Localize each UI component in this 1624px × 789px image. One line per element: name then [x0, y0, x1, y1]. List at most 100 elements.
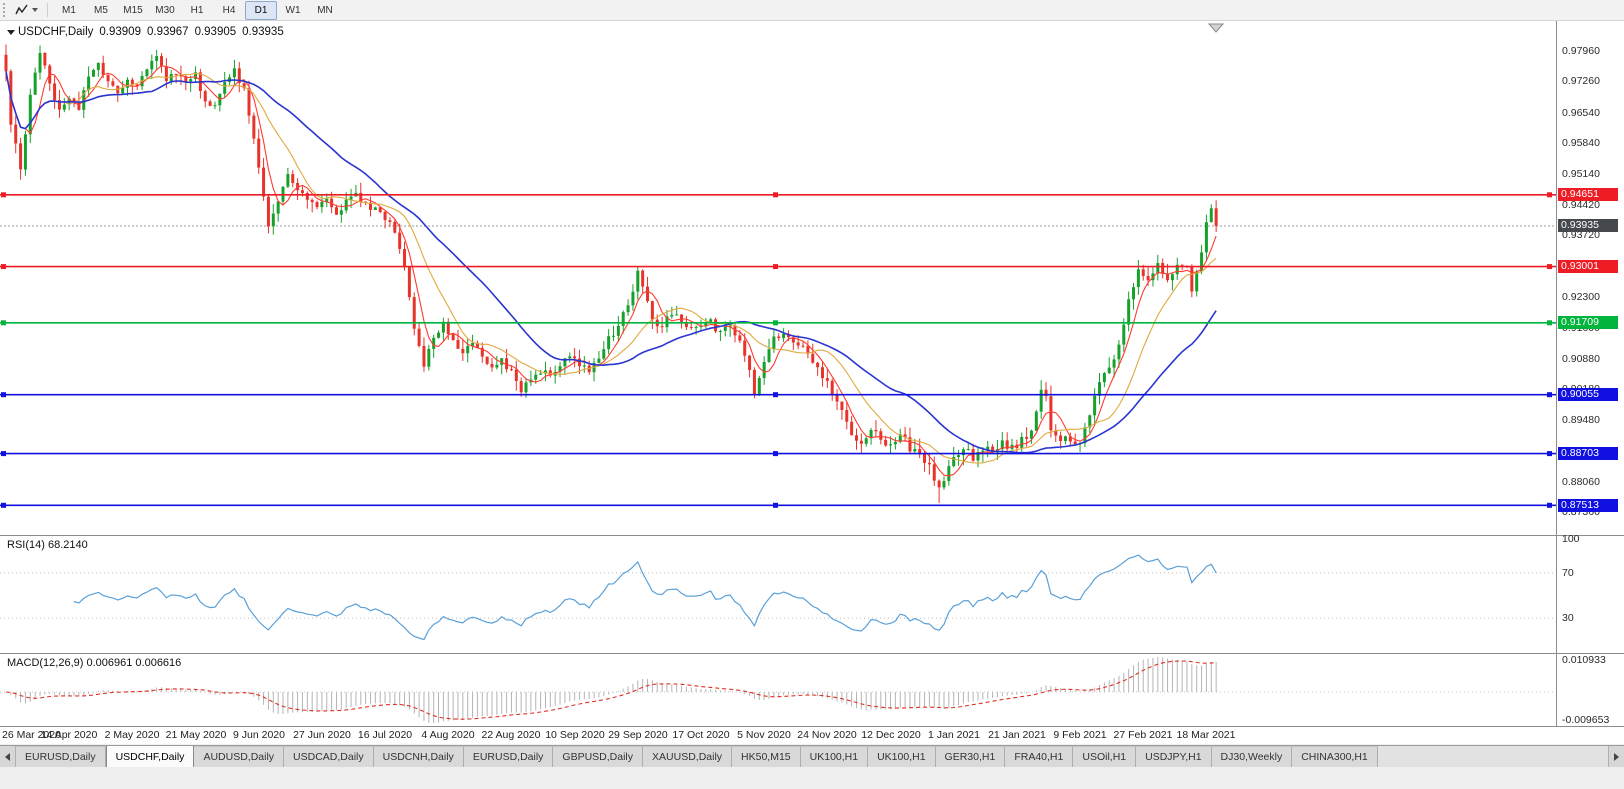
chart-tab-audusd-daily[interactable]: AUDUSD,Daily [194, 746, 285, 767]
tabs-scroll-left-button[interactable] [0, 746, 16, 767]
candle-body [757, 378, 761, 396]
candles-series[interactable] [4, 44, 1218, 503]
date-label: 21 Jan 2021 [988, 729, 1046, 741]
candle-body [612, 335, 615, 337]
line-handle[interactable] [773, 320, 778, 326]
candle-body [38, 53, 42, 73]
candle-body [1166, 273, 1170, 281]
date-label: 12 Dec 2020 [861, 729, 921, 741]
candle-body [388, 220, 392, 222]
line-handle[interactable] [1547, 392, 1552, 398]
chart-tab-xauusd-daily[interactable]: XAUUSD,Daily [643, 746, 733, 767]
candle-body [942, 481, 946, 488]
rsi-line[interactable] [73, 554, 1217, 641]
line-handle[interactable] [1547, 502, 1552, 508]
candle-body [991, 446, 995, 453]
candle-body [864, 438, 868, 444]
candle-body [1044, 389, 1048, 397]
timeframe-button-m1[interactable]: M1 [62, 4, 76, 16]
chart-tab-usoil-h1[interactable]: USOil,H1 [1073, 746, 1137, 767]
line-handle[interactable] [1, 320, 6, 326]
chart-tab-usdjpy-h1[interactable]: USDJPY,H1 [1136, 746, 1212, 767]
timeframe-button-mn[interactable]: MN [317, 4, 333, 16]
candle-body [194, 72, 198, 79]
candle-body [597, 358, 601, 363]
candle-body [582, 365, 586, 367]
candle-body [1059, 435, 1063, 441]
chart-tab-eurusd-daily[interactable]: EURUSD,Daily [463, 746, 554, 767]
chart-tab-gbpusd-daily[interactable]: GBPUSD,Daily [553, 746, 644, 767]
chart-tab-dj30-weekly[interactable]: DJ30,Weekly [1211, 746, 1293, 767]
line-handle[interactable] [1, 451, 6, 457]
time-axis[interactable]: 26 Mar 2020 14 Apr 2020 2 May 2020 21 May 2… [0, 727, 1556, 744]
ohlc-low: 0.93905 [194, 26, 237, 38]
line-handle[interactable] [773, 451, 778, 457]
candle-body [87, 76, 91, 91]
chart-shift-marker[interactable] [1207, 23, 1225, 33]
ma-line-13[interactable] [5, 71, 1217, 464]
line-handle[interactable] [773, 502, 778, 508]
chart-tab-china300-h1[interactable]: CHINA300,H1 [1292, 746, 1378, 767]
line-handle[interactable] [1547, 451, 1552, 457]
chart-tab-ger30-h1[interactable]: GER30,H1 [935, 746, 1006, 767]
timeframe-button-m30[interactable]: M30 [155, 4, 175, 16]
price-axis[interactable]: 0.97960 0.97260 0.96540 0.95840 0.95140 0.944… [1557, 21, 1624, 726]
candle-body [320, 201, 324, 208]
line-handle[interactable] [1, 502, 6, 508]
line-handle[interactable] [773, 192, 778, 198]
chart-tab-uk100-h1[interactable]: UK100,H1 [868, 746, 936, 767]
candle-body [913, 449, 917, 452]
date-label: 27 Feb 2021 [1113, 729, 1173, 741]
chevron-down-icon[interactable] [32, 8, 38, 12]
line-handle[interactable] [1, 264, 6, 270]
candle-body [820, 367, 824, 379]
line-handle[interactable] [1547, 264, 1552, 270]
candle-body [514, 369, 518, 381]
timeframe-button-m5[interactable]: M5 [94, 4, 108, 16]
timeframe-button-m15[interactable]: M15 [123, 4, 143, 16]
timeframe-button-h4[interactable]: H4 [222, 4, 236, 16]
chart-tab-uk100-h1[interactable]: UK100,H1 [800, 746, 869, 767]
line-handle[interactable] [1, 392, 6, 398]
chart-line-icon[interactable] [13, 2, 31, 18]
toolbar-separator [47, 3, 48, 17]
ma-line-5[interactable] [5, 65, 1217, 477]
chart-tab-usdchf-daily[interactable]: USDCHF,Daily [105, 746, 195, 767]
chart-menu-icon[interactable] [7, 29, 15, 35]
chart-tab-hk50-m15[interactable]: HK50,M15 [732, 746, 801, 767]
line-handle[interactable] [773, 392, 778, 398]
chart-tab-eurusd-daily[interactable]: EURUSD,Daily [16, 746, 106, 767]
candle-body [524, 382, 528, 393]
candle-body [383, 212, 387, 221]
candle-body [106, 75, 110, 82]
line-handle[interactable] [1547, 320, 1552, 326]
chart-canvas[interactable] [0, 21, 1556, 744]
line-handle[interactable] [773, 264, 778, 270]
candle-body [563, 358, 567, 367]
pane-separator-main-rsi[interactable] [0, 535, 1624, 536]
candle-body [1049, 396, 1053, 431]
tabs-scroll-right-button[interactable] [1608, 746, 1624, 767]
chart-region: USDCHF,Daily 0.93909 0.93967 0.93905 0.9… [0, 21, 1624, 744]
macd-signal-line[interactable] [5, 660, 1217, 720]
line-handle[interactable] [1547, 192, 1552, 198]
candle-body [480, 347, 484, 357]
candle-body [641, 270, 645, 287]
line-handle[interactable] [1, 192, 6, 198]
timeframe-buttons: M1 M5 M15 M30 H1 H4 D1 W1 MN [53, 0, 341, 20]
chart-tab-usdcad-daily[interactable]: USDCAD,Daily [284, 746, 374, 767]
candle-body [748, 355, 752, 370]
price-axis-label: 0.96540 [1562, 107, 1600, 119]
candle-body [1161, 263, 1165, 274]
toolbar-grip[interactable] [3, 3, 8, 17]
chart-tab-usdcnh-daily[interactable]: USDCNH,Daily [373, 746, 464, 767]
candle-body [121, 87, 125, 94]
candle-body [966, 449, 970, 451]
timeframe-button-w1[interactable]: W1 [285, 4, 301, 16]
pane-separator-rsi-macd[interactable] [0, 653, 1624, 654]
timeframe-button-d1[interactable]: D1 [245, 0, 277, 20]
arrow-right-icon [1614, 752, 1619, 761]
timeframe-button-h1[interactable]: H1 [190, 4, 204, 16]
chart-tab-fra40-h1[interactable]: FRA40,H1 [1005, 746, 1074, 767]
ma-line-30[interactable] [5, 71, 1217, 454]
